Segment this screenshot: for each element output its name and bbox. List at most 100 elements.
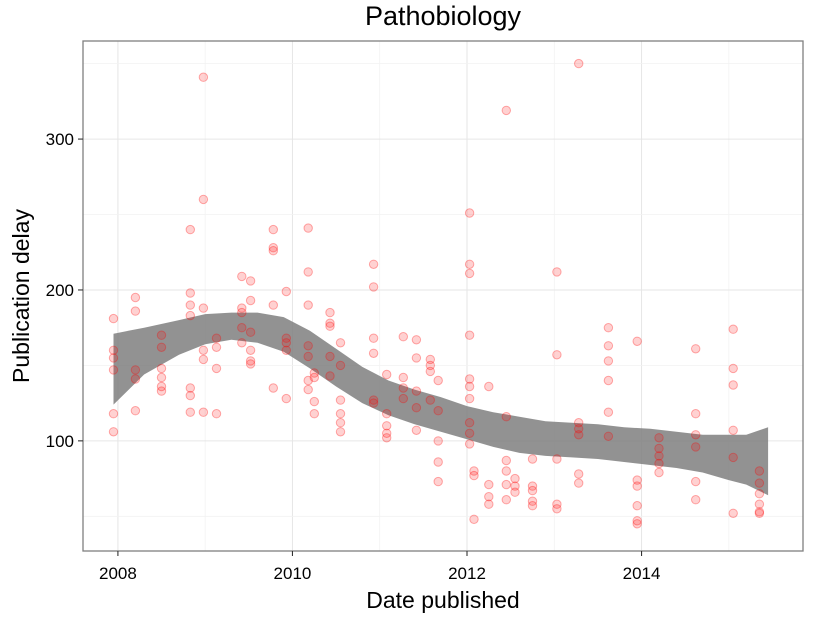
data-point bbox=[185, 300, 196, 310]
data-point bbox=[574, 469, 584, 479]
data-point bbox=[303, 341, 313, 351]
data-point bbox=[654, 458, 664, 469]
data-point bbox=[425, 354, 435, 365]
data-point bbox=[632, 336, 642, 346]
data-point bbox=[237, 307, 247, 318]
data-point bbox=[108, 365, 119, 375]
data-point bbox=[335, 409, 346, 419]
data-point bbox=[303, 375, 313, 386]
grid bbox=[83, 41, 803, 551]
data-point bbox=[325, 351, 335, 362]
x-tick-label: 2010 bbox=[274, 564, 312, 583]
data-point bbox=[411, 335, 422, 345]
data-point bbox=[245, 295, 256, 306]
data-point bbox=[303, 300, 313, 310]
data-point bbox=[398, 332, 408, 342]
data-point bbox=[268, 224, 278, 235]
data-point bbox=[198, 354, 209, 365]
data-point bbox=[433, 457, 443, 467]
data-point bbox=[754, 507, 765, 517]
data-point bbox=[335, 338, 346, 348]
data-point bbox=[130, 306, 141, 316]
data-point bbox=[281, 345, 291, 355]
data-point bbox=[574, 478, 584, 488]
data-point bbox=[185, 390, 196, 401]
data-point bbox=[632, 519, 642, 529]
data-point bbox=[411, 425, 422, 435]
data-point bbox=[156, 363, 167, 374]
data-point bbox=[484, 479, 494, 490]
x-tick-label: 2014 bbox=[623, 564, 661, 583]
data-point bbox=[632, 475, 642, 485]
data-point bbox=[382, 421, 392, 431]
data-point bbox=[303, 351, 313, 362]
data-point bbox=[603, 375, 614, 386]
data-point bbox=[654, 433, 664, 443]
data-point bbox=[552, 350, 562, 360]
data-point bbox=[501, 495, 511, 505]
data-point bbox=[728, 452, 738, 463]
data-point bbox=[245, 356, 256, 366]
data-point bbox=[245, 276, 256, 286]
data-point bbox=[464, 439, 475, 449]
data-point bbox=[425, 366, 435, 377]
data-point bbox=[728, 380, 738, 390]
data-point bbox=[156, 386, 167, 396]
data-point bbox=[303, 267, 313, 277]
data-point bbox=[156, 381, 167, 392]
smooth-band-layer bbox=[113, 312, 769, 496]
data-point bbox=[185, 224, 196, 235]
data-point bbox=[198, 194, 209, 205]
data-point bbox=[108, 427, 119, 437]
data-point bbox=[268, 246, 278, 256]
y-tick-label: 300 bbox=[46, 130, 74, 149]
data-point bbox=[728, 425, 738, 435]
data-point bbox=[433, 436, 443, 446]
data-point bbox=[309, 368, 319, 378]
data-point bbox=[237, 303, 247, 313]
data-point bbox=[245, 359, 256, 369]
data-point bbox=[510, 487, 520, 497]
data-point bbox=[728, 363, 738, 374]
data-point bbox=[198, 407, 209, 417]
data-point bbox=[185, 383, 196, 393]
data-point bbox=[325, 307, 335, 318]
x-axis-title: Date published bbox=[366, 587, 519, 613]
data-point bbox=[552, 504, 562, 514]
data-point bbox=[108, 313, 119, 324]
data-point bbox=[484, 381, 494, 392]
data-point bbox=[654, 451, 664, 461]
data-point bbox=[464, 418, 475, 428]
data-point bbox=[156, 330, 167, 340]
data-point bbox=[211, 342, 222, 352]
data-point bbox=[464, 208, 475, 218]
data-point bbox=[382, 369, 392, 380]
data-point bbox=[325, 318, 335, 328]
data-point bbox=[335, 360, 346, 371]
y-axis-title: Publication delay bbox=[8, 209, 34, 383]
data-point bbox=[603, 431, 614, 441]
data-point bbox=[130, 292, 141, 303]
data-point bbox=[335, 395, 346, 405]
data-point bbox=[433, 406, 443, 416]
data-point bbox=[303, 223, 313, 233]
data-point bbox=[464, 374, 475, 384]
data-point bbox=[510, 473, 520, 484]
data-point bbox=[510, 481, 520, 491]
data-point bbox=[527, 501, 538, 511]
data-point bbox=[754, 478, 765, 488]
data-point bbox=[691, 476, 701, 487]
data-point bbox=[185, 407, 196, 417]
data-point bbox=[728, 508, 738, 518]
data-point bbox=[632, 481, 642, 491]
data-point bbox=[691, 495, 701, 505]
chart-title: Pathobiology bbox=[365, 1, 522, 31]
data-point bbox=[464, 330, 475, 340]
data-point bbox=[268, 300, 278, 310]
data-point bbox=[469, 470, 479, 481]
data-point bbox=[501, 466, 511, 476]
data-point bbox=[501, 105, 511, 116]
data-point bbox=[469, 514, 479, 524]
data-point bbox=[691, 430, 701, 440]
